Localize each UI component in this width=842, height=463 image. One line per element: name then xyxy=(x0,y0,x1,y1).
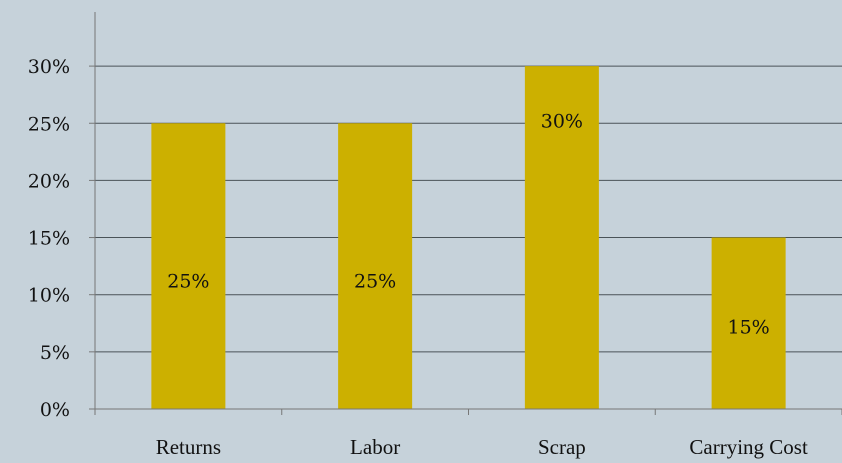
y-tick-label: 15% xyxy=(28,228,70,250)
labels: 0% 5% 10% 15% 20% 25% 30% 25% Returns 25% Labor 30%… xyxy=(28,56,808,459)
bar-value-label: 15% xyxy=(728,316,770,338)
bar-value-label: 25% xyxy=(167,271,209,293)
axes xyxy=(89,12,842,415)
bar xyxy=(524,66,599,409)
x-category-label: Carrying Cost xyxy=(689,435,808,459)
bar-value-label: 25% xyxy=(354,271,396,293)
bar xyxy=(151,123,226,409)
y-tick-label: 5% xyxy=(40,342,70,364)
bar-value-label: 30% xyxy=(541,111,583,133)
x-category-label: Scrap xyxy=(538,435,586,459)
y-tick-label: 0% xyxy=(40,399,70,421)
bar xyxy=(711,237,786,409)
x-category-label: Returns xyxy=(156,435,221,459)
x-category-label: Labor xyxy=(350,435,400,459)
bars xyxy=(151,66,786,409)
y-tick-label: 30% xyxy=(28,56,70,78)
y-tick-label: 25% xyxy=(28,113,70,135)
y-tick-label: 20% xyxy=(28,170,70,192)
y-tick-label: 10% xyxy=(28,285,70,307)
bar xyxy=(338,123,413,409)
